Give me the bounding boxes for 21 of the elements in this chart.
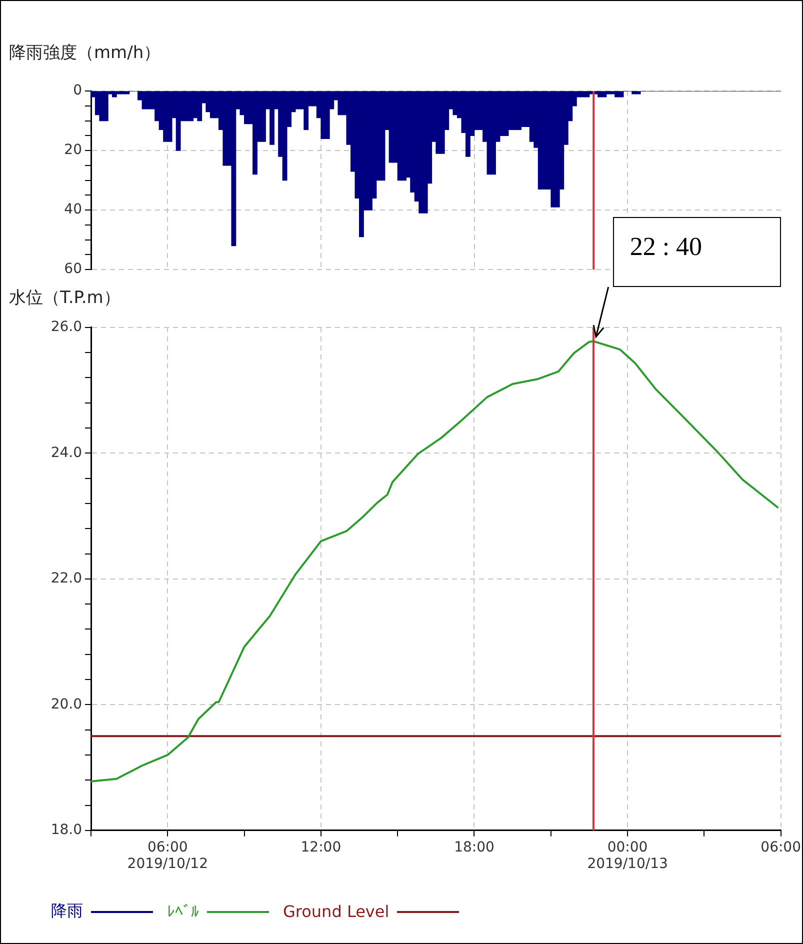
y-tick-label: 18.0 — [50, 822, 82, 838]
y-tick-label: 60 — [64, 261, 82, 278]
y-tick-label: 24.0 — [50, 444, 82, 461]
y-tick-label: 20 — [64, 142, 82, 158]
y-tick-label: 20.0 — [50, 696, 82, 712]
y-tick-label: 40 — [64, 202, 82, 218]
y-axis-title: 水位（T.P.m） — [9, 287, 120, 309]
legend-label: ﾚﾍﾞﾙ — [167, 902, 199, 921]
legend-label: Ground Level — [283, 902, 390, 921]
x-tick-label: 06:00 — [760, 839, 802, 856]
y-axis-title: 降雨強度（mm/h） — [9, 42, 161, 64]
x-tick-label: 18:00 — [454, 839, 494, 856]
x-tick-label: 00:00 2019/10/13 — [587, 839, 668, 872]
x-tick-label: 12:00 — [300, 839, 342, 856]
x-tick-label: 06:00 2019/10/12 — [127, 839, 208, 872]
y-tick-label: 26.0 — [50, 319, 82, 336]
callout-box: 22 : 40 — [612, 217, 781, 288]
y-tick-label: 0 — [73, 82, 82, 99]
annotation: 22 : 40 — [630, 232, 702, 262]
y-tick-label: 22.0 — [50, 570, 82, 587]
legend-label: 降雨 — [51, 901, 83, 922]
